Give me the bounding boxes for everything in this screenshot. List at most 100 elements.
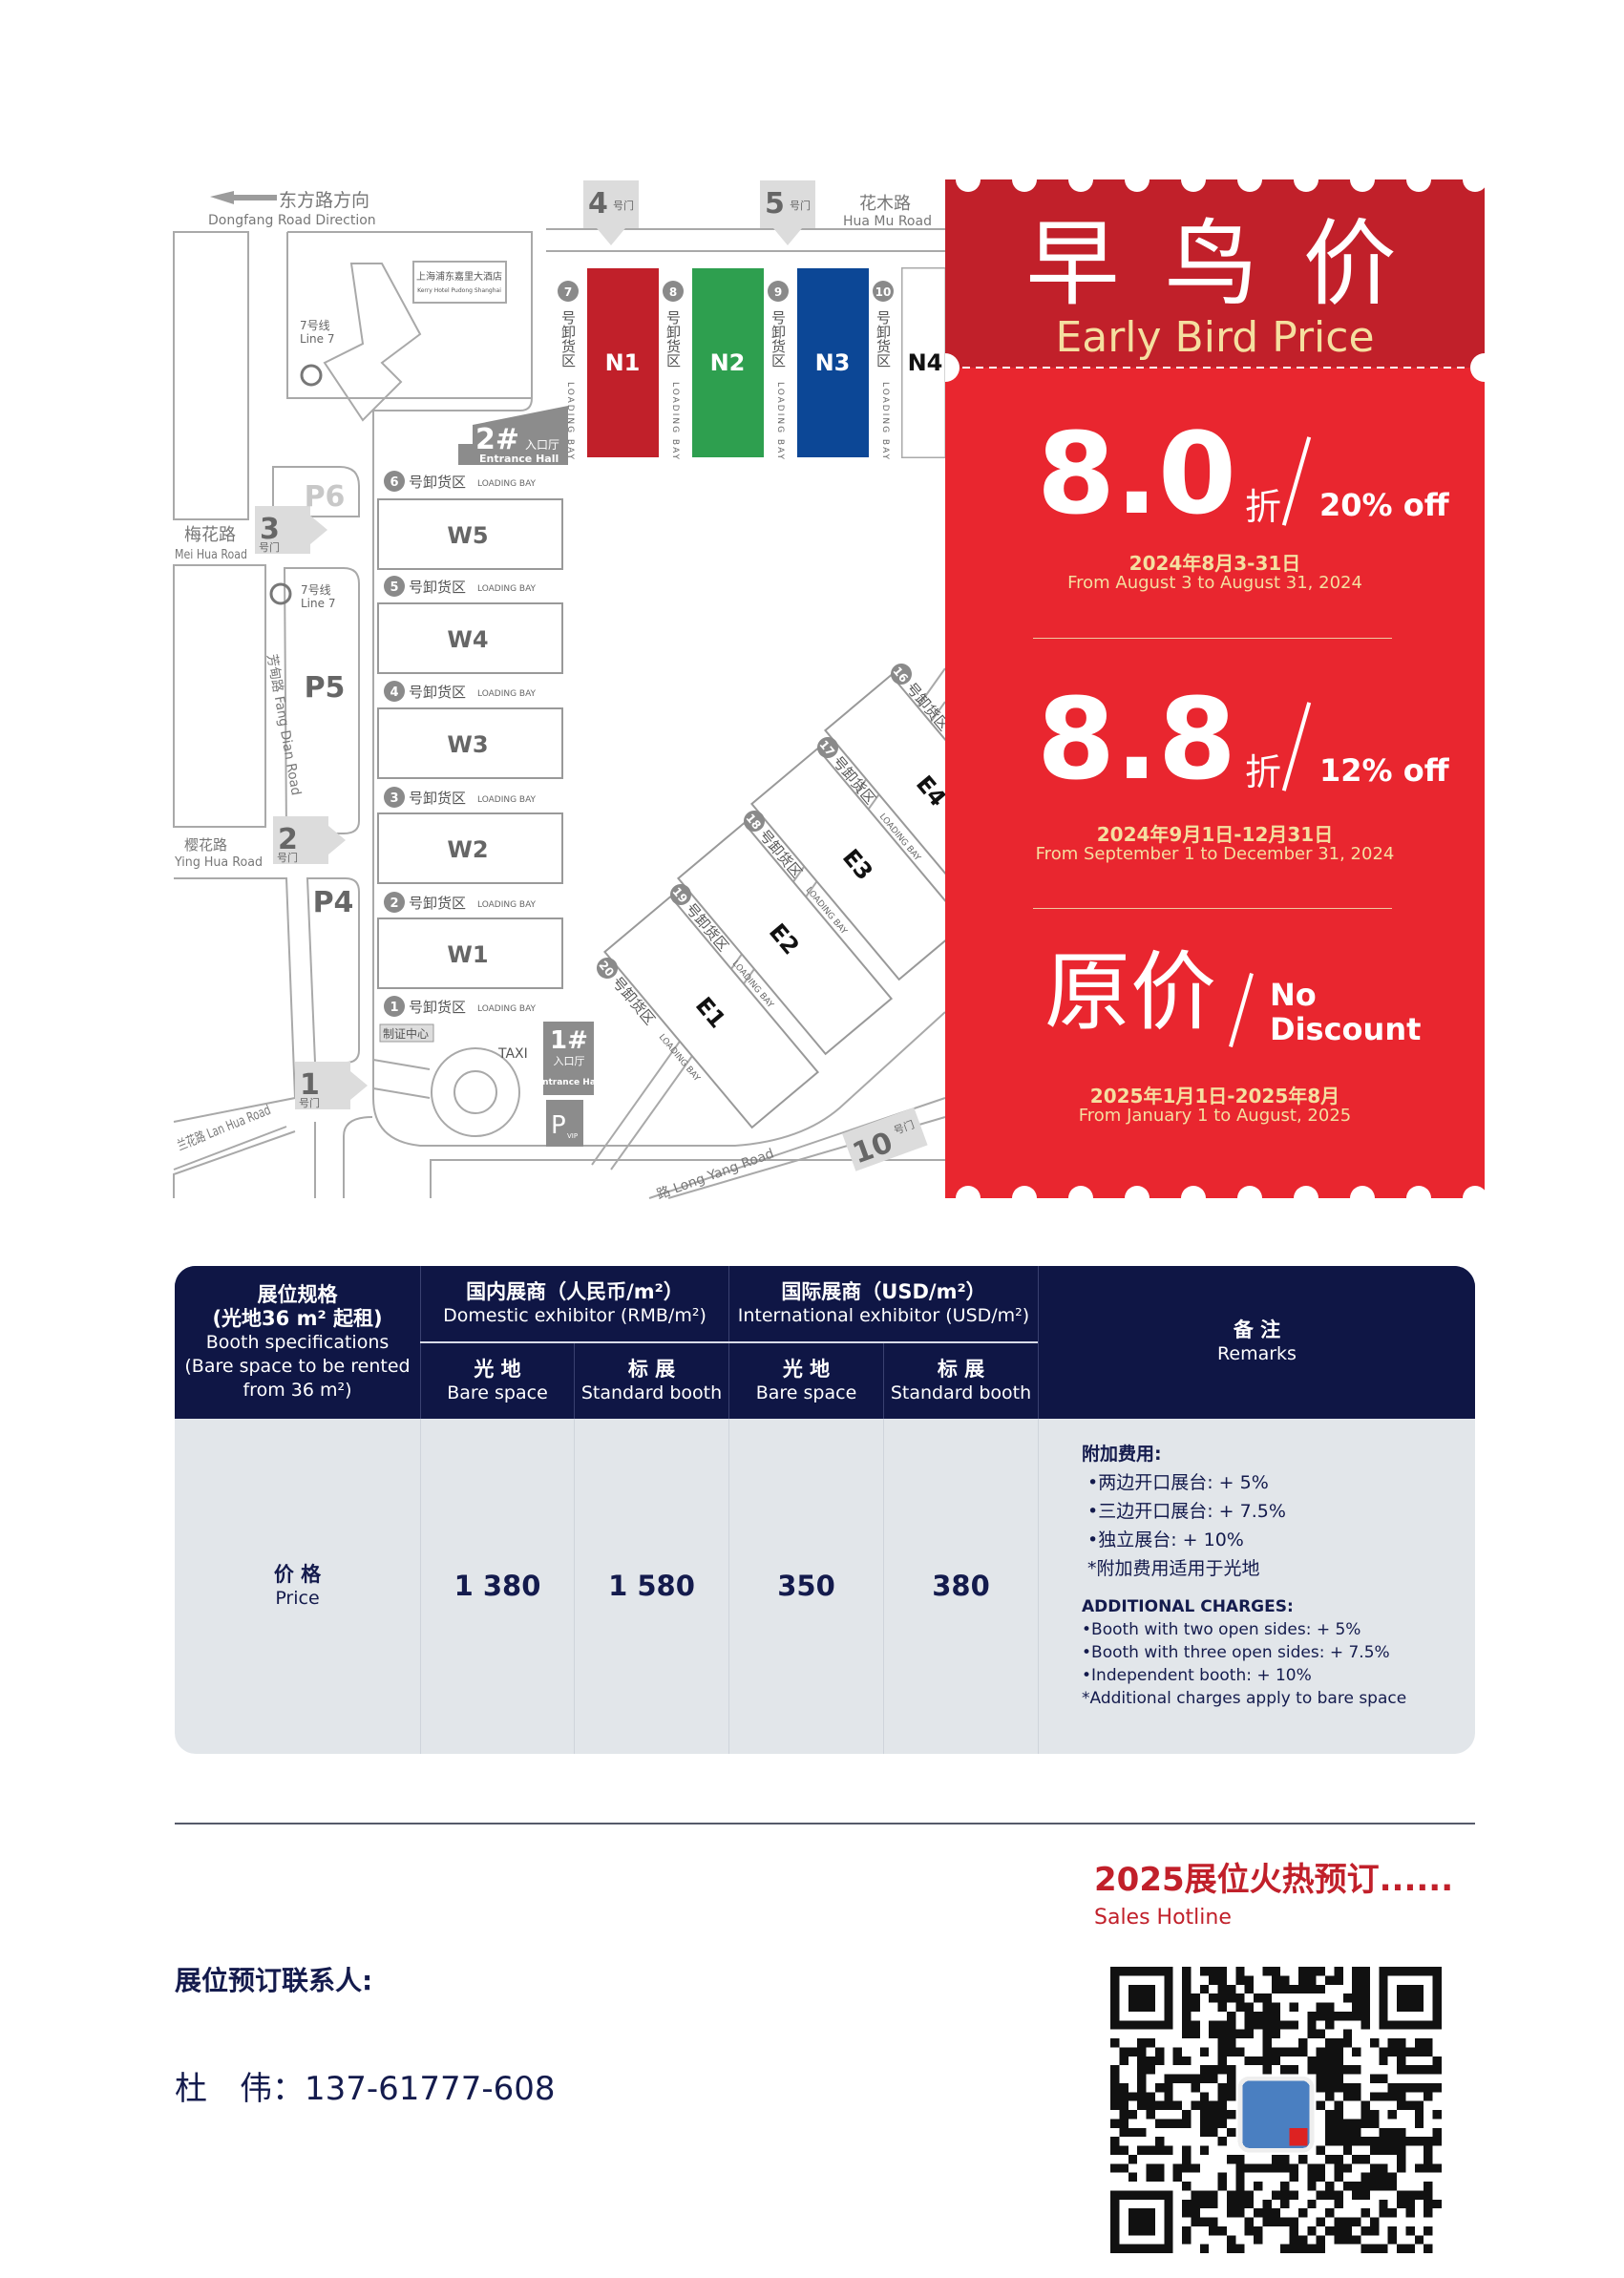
qr-module xyxy=(1369,2110,1380,2120)
qr-module xyxy=(1235,2182,1245,2191)
qr-module xyxy=(1164,2092,1173,2101)
qr-module xyxy=(1199,1967,1210,1976)
qr-module xyxy=(1235,1967,1245,1976)
qr-module xyxy=(1397,2092,1406,2101)
qr-module xyxy=(1191,2074,1200,2083)
qr-module xyxy=(1217,2110,1227,2120)
qr-module xyxy=(1262,1993,1272,2003)
qr-module xyxy=(1137,2145,1147,2155)
qr-module xyxy=(1414,2235,1424,2245)
qr-module xyxy=(1352,2047,1361,2057)
qr-module xyxy=(1244,2163,1255,2173)
qr-module xyxy=(1254,2208,1263,2218)
qr-module xyxy=(1226,2029,1236,2038)
qr-module xyxy=(1154,2100,1165,2110)
qr-module xyxy=(1360,2244,1370,2253)
qr-module xyxy=(1110,2137,1120,2146)
qr-module xyxy=(1424,2154,1433,2164)
qr-module xyxy=(1119,2110,1128,2120)
qr-module xyxy=(1271,1975,1281,1985)
qr-module xyxy=(1244,1984,1255,1994)
qr-module xyxy=(1397,2127,1406,2138)
metro-line-cn: 7号线 xyxy=(300,319,330,332)
qr-module xyxy=(1209,1993,1218,2003)
qr-module xyxy=(1352,2217,1361,2226)
qr-module xyxy=(1297,1984,1308,1994)
tier3-date-cn: 2025年1月1日-2025年8月 xyxy=(1089,1085,1340,1107)
qr-module xyxy=(1226,2190,1236,2200)
qr-module xyxy=(1334,2119,1343,2128)
qr-module xyxy=(1182,2119,1192,2128)
gate-number: 3 xyxy=(260,513,280,546)
qr-module xyxy=(1226,2065,1236,2075)
qr-module xyxy=(1199,2190,1210,2200)
qr-module xyxy=(1209,2127,1218,2138)
qr-module xyxy=(1369,2119,1380,2128)
qr-module xyxy=(1154,2082,1165,2093)
qr-module xyxy=(1352,2190,1361,2200)
gate-label: 号门 xyxy=(277,851,298,864)
qr-module xyxy=(1397,2100,1406,2110)
bay-en: LOADING BAY xyxy=(880,382,890,461)
qr-module xyxy=(1154,2145,1165,2155)
hotel-cn: 上海浦东嘉里大酒店 xyxy=(416,270,502,283)
bay-badge xyxy=(597,958,618,979)
qr-module xyxy=(1209,2199,1218,2209)
scallop xyxy=(956,1186,981,1198)
hall-W5 xyxy=(377,498,563,570)
qr-module xyxy=(1235,2244,1245,2253)
qr-module xyxy=(1352,2154,1361,2164)
qr-module xyxy=(1289,2244,1298,2253)
qr-module xyxy=(1289,2047,1298,2057)
qr-module xyxy=(1379,2047,1388,2057)
qr-module xyxy=(1110,2145,1120,2155)
qr-module xyxy=(1360,2100,1370,2110)
sub-en: Bare space xyxy=(447,1382,548,1403)
note-cn: *附加费用适用于光地 xyxy=(1087,1558,1260,1579)
sub-cn: 光 地 xyxy=(474,1357,521,1381)
hall-W4 xyxy=(377,602,563,674)
qr-module xyxy=(1352,1984,1361,1994)
contact-phone: 137-61777-608 xyxy=(305,2070,556,2108)
qr-module xyxy=(1172,2172,1183,2182)
early-bird-title-cn: 早 鸟 价 xyxy=(1025,210,1404,319)
bay-number: 9 xyxy=(774,285,782,299)
lanhua-road: 兰花路 Lan Hua Road xyxy=(176,1103,273,1154)
qr-module xyxy=(1289,2002,1298,2012)
vip-parking xyxy=(546,1100,583,1147)
note-en: •Independent booth: + 10% xyxy=(1082,1666,1312,1685)
qr-module xyxy=(1182,1975,1192,1985)
qr-module xyxy=(1342,2082,1353,2093)
qr-module xyxy=(1360,2119,1370,2128)
qr-module xyxy=(1172,2056,1183,2066)
qr-module xyxy=(1217,2056,1227,2066)
qr-module xyxy=(1424,2163,1433,2173)
sub-en: Standard booth xyxy=(890,1382,1032,1403)
qr-module xyxy=(1325,2110,1335,2120)
qr-module xyxy=(1405,2065,1415,2075)
qr-module xyxy=(1297,2154,1308,2164)
bay-number: 2 xyxy=(390,896,398,911)
qr-module xyxy=(1405,2199,1415,2209)
qr-module xyxy=(1280,2047,1290,2057)
scallop xyxy=(1012,179,1037,192)
qr-module xyxy=(1226,2082,1236,2093)
qr-module xyxy=(1379,2056,1388,2066)
qr-module xyxy=(1414,2082,1424,2093)
qr-code xyxy=(1110,1967,1442,2253)
qr-module xyxy=(1325,2056,1335,2066)
qr-module xyxy=(1271,2047,1281,2057)
bay-cn: 号卸货区 xyxy=(559,310,577,368)
qr-module xyxy=(1424,2145,1433,2155)
tier2-unit: 折 xyxy=(1245,751,1282,793)
qr-module xyxy=(1432,2137,1442,2146)
header-intl-standard: 标 展 Standard booth xyxy=(884,1343,1038,1419)
qr-module xyxy=(1244,2020,1255,2030)
price-domestic-bare: 1 380 xyxy=(453,1570,541,1602)
qr-module xyxy=(1217,2065,1227,2075)
qr-module xyxy=(1397,2082,1406,2093)
ticket-edge-decoration xyxy=(945,179,1485,1198)
qr-module xyxy=(1217,2172,1227,2182)
qr-module xyxy=(1352,2137,1361,2146)
qr-module xyxy=(1191,2082,1200,2093)
